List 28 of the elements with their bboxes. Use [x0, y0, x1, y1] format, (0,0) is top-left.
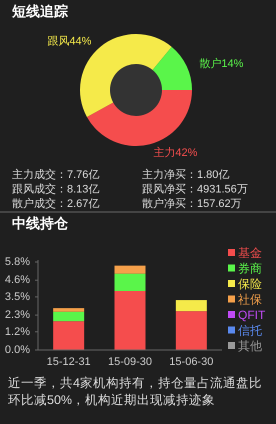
text: 跟风成交：8.13亿 [12, 182, 100, 196]
legend-label: 信托 [238, 324, 262, 338]
x-tick-label: 15-12-31 [46, 356, 91, 368]
legend-label: 基金 [238, 246, 262, 260]
legend-label: QFIT [238, 308, 266, 322]
text: 散户净买：157.62万 [142, 197, 242, 210]
y-tick-label: 0.0% [4, 344, 30, 356]
text: 跟风净买：4931.56万 [142, 184, 248, 196]
text: 主力成交：7.76亿 [12, 168, 100, 181]
chart-title: 中线持仓 [12, 215, 69, 231]
y-tick-label: 2.3% [4, 309, 30, 322]
legend-label: 券商 [238, 262, 262, 276]
y-tick-label: 3.5% [4, 290, 30, 303]
x-tick-label: 15-06-30 [169, 356, 214, 368]
legend-label: 保险 [238, 277, 262, 291]
slice-label: 跟风44% [47, 36, 92, 48]
chart-title: 短线追踪 [11, 3, 68, 19]
legend-label: 其他 [238, 339, 262, 353]
text: 近一季，共4家机构持有，持仓量占流通盘比环比减50%，机构近期出现减持迹象 [8, 375, 263, 409]
text: 主力净买：1.80亿 [142, 168, 230, 181]
legend-label: 社保 [238, 292, 262, 306]
text: 散户成交：2.67亿 [12, 197, 100, 210]
y-tick-label: 1.2% [4, 326, 30, 338]
x-tick-label: 15-09-30 [108, 356, 152, 368]
slice-label: 散户14% [199, 56, 244, 70]
slice-label: 主力42% [153, 146, 198, 159]
y-tick-label: 5.8% [4, 256, 30, 268]
y-tick-label: 4.6% [4, 274, 30, 286]
